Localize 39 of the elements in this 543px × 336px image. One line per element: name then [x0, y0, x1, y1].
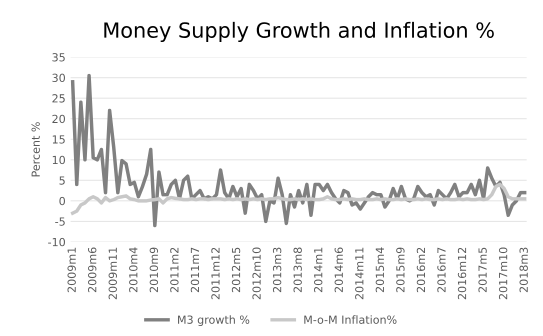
x-tick-label: 2017m5	[478, 248, 487, 292]
x-tick-label: 2014m6	[334, 247, 343, 292]
x-tick-label: 2012m10	[252, 248, 261, 300]
y-tick-label: 15	[52, 135, 65, 144]
x-tick-label: 2011m2	[170, 248, 179, 292]
x-tick-label: 2013m3	[272, 248, 282, 292]
x-tick-label: 2014m1	[314, 248, 322, 292]
y-axis-title: Percent %	[31, 122, 40, 176]
x-tick-label: 2009m1	[67, 248, 76, 292]
y-tick-label: 10	[52, 156, 65, 164]
x-tick-label: 2014m11	[355, 248, 364, 300]
line-series	[70, 74, 526, 228]
x-tick-label: 2013m8	[293, 248, 302, 292]
y-tick-label: 20	[52, 114, 65, 124]
legend-label: M3 growth %	[178, 315, 250, 326]
x-tick-label: 2010m9	[150, 248, 158, 292]
x-tick-label: 2015m4	[376, 247, 384, 292]
y-tick-label: 25	[52, 94, 65, 103]
x-tick-label: 2011m12	[211, 248, 220, 300]
x-tick-label: 2016m7	[437, 248, 446, 292]
x-tick-label: 2011m7	[190, 248, 200, 292]
y-tick-label: -5	[55, 218, 65, 226]
chart-title: Money Supply Growth and Inflation %	[104, 22, 494, 42]
x-tick-label: 2012m5	[232, 248, 240, 292]
x-tick-label: 2016m12	[458, 248, 466, 300]
y-tick-label: -10	[48, 238, 65, 246]
x-tick-label: 2015m9	[396, 248, 405, 292]
y-tick-label: 30	[52, 74, 65, 82]
x-tick-label: 2016m2	[416, 248, 426, 292]
y-tick-label: 35	[52, 53, 65, 62]
y-tick-label: 5	[60, 176, 65, 185]
x-tick-label: 2017m10	[498, 248, 508, 300]
x-tick-label: 2018m3	[519, 248, 528, 292]
legend-label: M-o-M Inflation%	[304, 315, 397, 324]
x-tick-label: 2010m4	[129, 247, 138, 292]
y-tick-label: 0	[59, 196, 65, 206]
x-tick-label: 2009m11	[108, 248, 117, 300]
x-tick-label: 2009m6	[88, 247, 96, 292]
line-series	[70, 182, 526, 215]
